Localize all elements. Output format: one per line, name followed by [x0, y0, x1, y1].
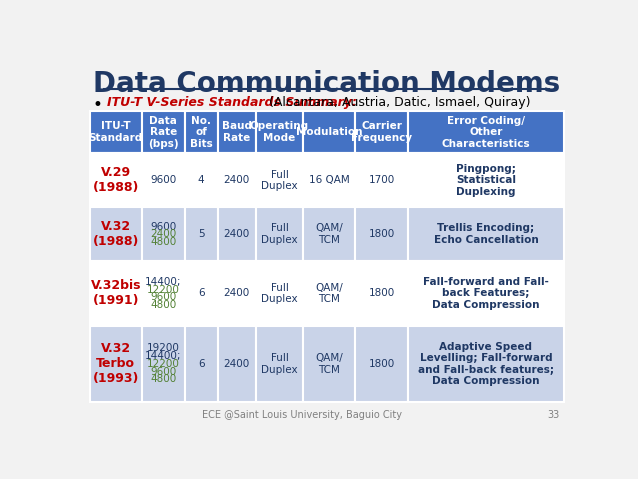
Text: 12200: 12200: [147, 359, 180, 369]
Bar: [408, 261, 565, 326]
Text: ITU-T V-Series Standards Summary:: ITU-T V-Series Standards Summary:: [107, 96, 357, 109]
Text: 9600: 9600: [150, 367, 176, 376]
Text: 14400;: 14400;: [145, 277, 181, 287]
Text: 2400: 2400: [224, 359, 250, 369]
Text: 2400: 2400: [224, 229, 250, 240]
Text: 14400;: 14400;: [145, 351, 181, 361]
Text: V.32bis
(1991): V.32bis (1991): [91, 279, 141, 308]
Text: 1700: 1700: [368, 175, 395, 185]
Text: ECE @Saint Louis University, Baguio City: ECE @Saint Louis University, Baguio City: [202, 410, 402, 420]
Bar: [142, 326, 184, 402]
Bar: [256, 111, 303, 153]
Bar: [218, 326, 256, 402]
Text: Modulation: Modulation: [296, 127, 362, 137]
Text: Full
Duplex: Full Duplex: [261, 353, 298, 375]
Bar: [142, 153, 184, 207]
Text: Data Communication Modems: Data Communication Modems: [93, 70, 561, 98]
Text: 4800: 4800: [150, 237, 176, 247]
Bar: [89, 207, 142, 261]
Bar: [303, 326, 355, 402]
Bar: [256, 153, 303, 207]
Bar: [184, 153, 218, 207]
Bar: [184, 111, 218, 153]
Bar: [408, 153, 565, 207]
Bar: [303, 261, 355, 326]
Text: Full
Duplex: Full Duplex: [261, 283, 298, 304]
Bar: [256, 207, 303, 261]
Text: (Alcantara, Austria, Datic, Ismael, Quiray): (Alcantara, Austria, Datic, Ismael, Quir…: [265, 96, 531, 109]
Bar: [89, 261, 142, 326]
Bar: [218, 153, 256, 207]
Text: QAM/
TCM: QAM/ TCM: [315, 283, 343, 304]
Text: 4: 4: [198, 175, 205, 185]
Text: Error Coding/
Other
Characteristics: Error Coding/ Other Characteristics: [441, 115, 530, 149]
Text: 9600: 9600: [150, 175, 176, 185]
Text: 5: 5: [198, 229, 205, 240]
Text: 6: 6: [198, 288, 205, 298]
Text: QAM/
TCM: QAM/ TCM: [315, 353, 343, 375]
Bar: [355, 261, 408, 326]
Text: 1800: 1800: [368, 229, 395, 240]
Bar: [408, 326, 565, 402]
Text: Adaptive Speed
Levelling; Fall-forward
and Fall-back features;
Data Compression: Adaptive Speed Levelling; Fall-forward a…: [418, 342, 554, 387]
Text: Full
Duplex: Full Duplex: [261, 224, 298, 245]
Text: Baud
Rate: Baud Rate: [222, 121, 252, 143]
Bar: [89, 153, 142, 207]
Text: 9600: 9600: [150, 222, 176, 231]
Bar: [408, 111, 565, 153]
Text: Fall-forward and Fall-
back Features;
Data Compression: Fall-forward and Fall- back Features; Da…: [423, 277, 549, 310]
Text: Pingpong;
Statistical
Duplexing: Pingpong; Statistical Duplexing: [456, 164, 516, 197]
Bar: [218, 111, 256, 153]
Bar: [89, 326, 142, 402]
Text: V.29
(1988): V.29 (1988): [93, 166, 139, 194]
Text: 4800: 4800: [150, 375, 176, 385]
Bar: [142, 261, 184, 326]
Text: Operating
Mode: Operating Mode: [250, 121, 309, 143]
Text: 33: 33: [547, 410, 560, 420]
Text: ITU-T
Standard: ITU-T Standard: [89, 121, 143, 143]
Bar: [142, 207, 184, 261]
Bar: [184, 261, 218, 326]
Text: No.
of
Bits: No. of Bits: [190, 115, 212, 149]
Text: 16 QAM: 16 QAM: [309, 175, 350, 185]
Bar: [89, 111, 142, 153]
Bar: [355, 207, 408, 261]
Text: 2400: 2400: [150, 229, 176, 240]
Text: 12200: 12200: [147, 285, 180, 295]
Text: Full
Duplex: Full Duplex: [261, 170, 298, 191]
Bar: [184, 207, 218, 261]
Text: 9600: 9600: [150, 292, 176, 302]
Text: 2400: 2400: [224, 288, 250, 298]
Bar: [256, 261, 303, 326]
Text: V.32
(1988): V.32 (1988): [93, 220, 139, 248]
Bar: [355, 326, 408, 402]
Bar: [142, 111, 184, 153]
Bar: [256, 326, 303, 402]
Bar: [303, 111, 355, 153]
Text: 1800: 1800: [368, 359, 395, 369]
Text: •: •: [92, 96, 102, 114]
Text: 4800: 4800: [150, 300, 176, 310]
Bar: [303, 153, 355, 207]
Text: Carrier
Frequency: Carrier Frequency: [351, 121, 412, 143]
Bar: [408, 207, 565, 261]
Text: Data
Rate
(bps): Data Rate (bps): [148, 115, 179, 149]
Bar: [355, 111, 408, 153]
Text: V.32
Terbo
(1993): V.32 Terbo (1993): [93, 342, 139, 386]
Text: 6: 6: [198, 359, 205, 369]
Text: 1800: 1800: [368, 288, 395, 298]
Text: QAM/
TCM: QAM/ TCM: [315, 224, 343, 245]
Text: 19200: 19200: [147, 343, 180, 354]
Bar: [303, 207, 355, 261]
Text: Trellis Encoding;
Echo Cancellation: Trellis Encoding; Echo Cancellation: [434, 224, 538, 245]
Bar: [355, 153, 408, 207]
Text: 2400: 2400: [224, 175, 250, 185]
Bar: [218, 261, 256, 326]
Bar: [184, 326, 218, 402]
Bar: [218, 207, 256, 261]
